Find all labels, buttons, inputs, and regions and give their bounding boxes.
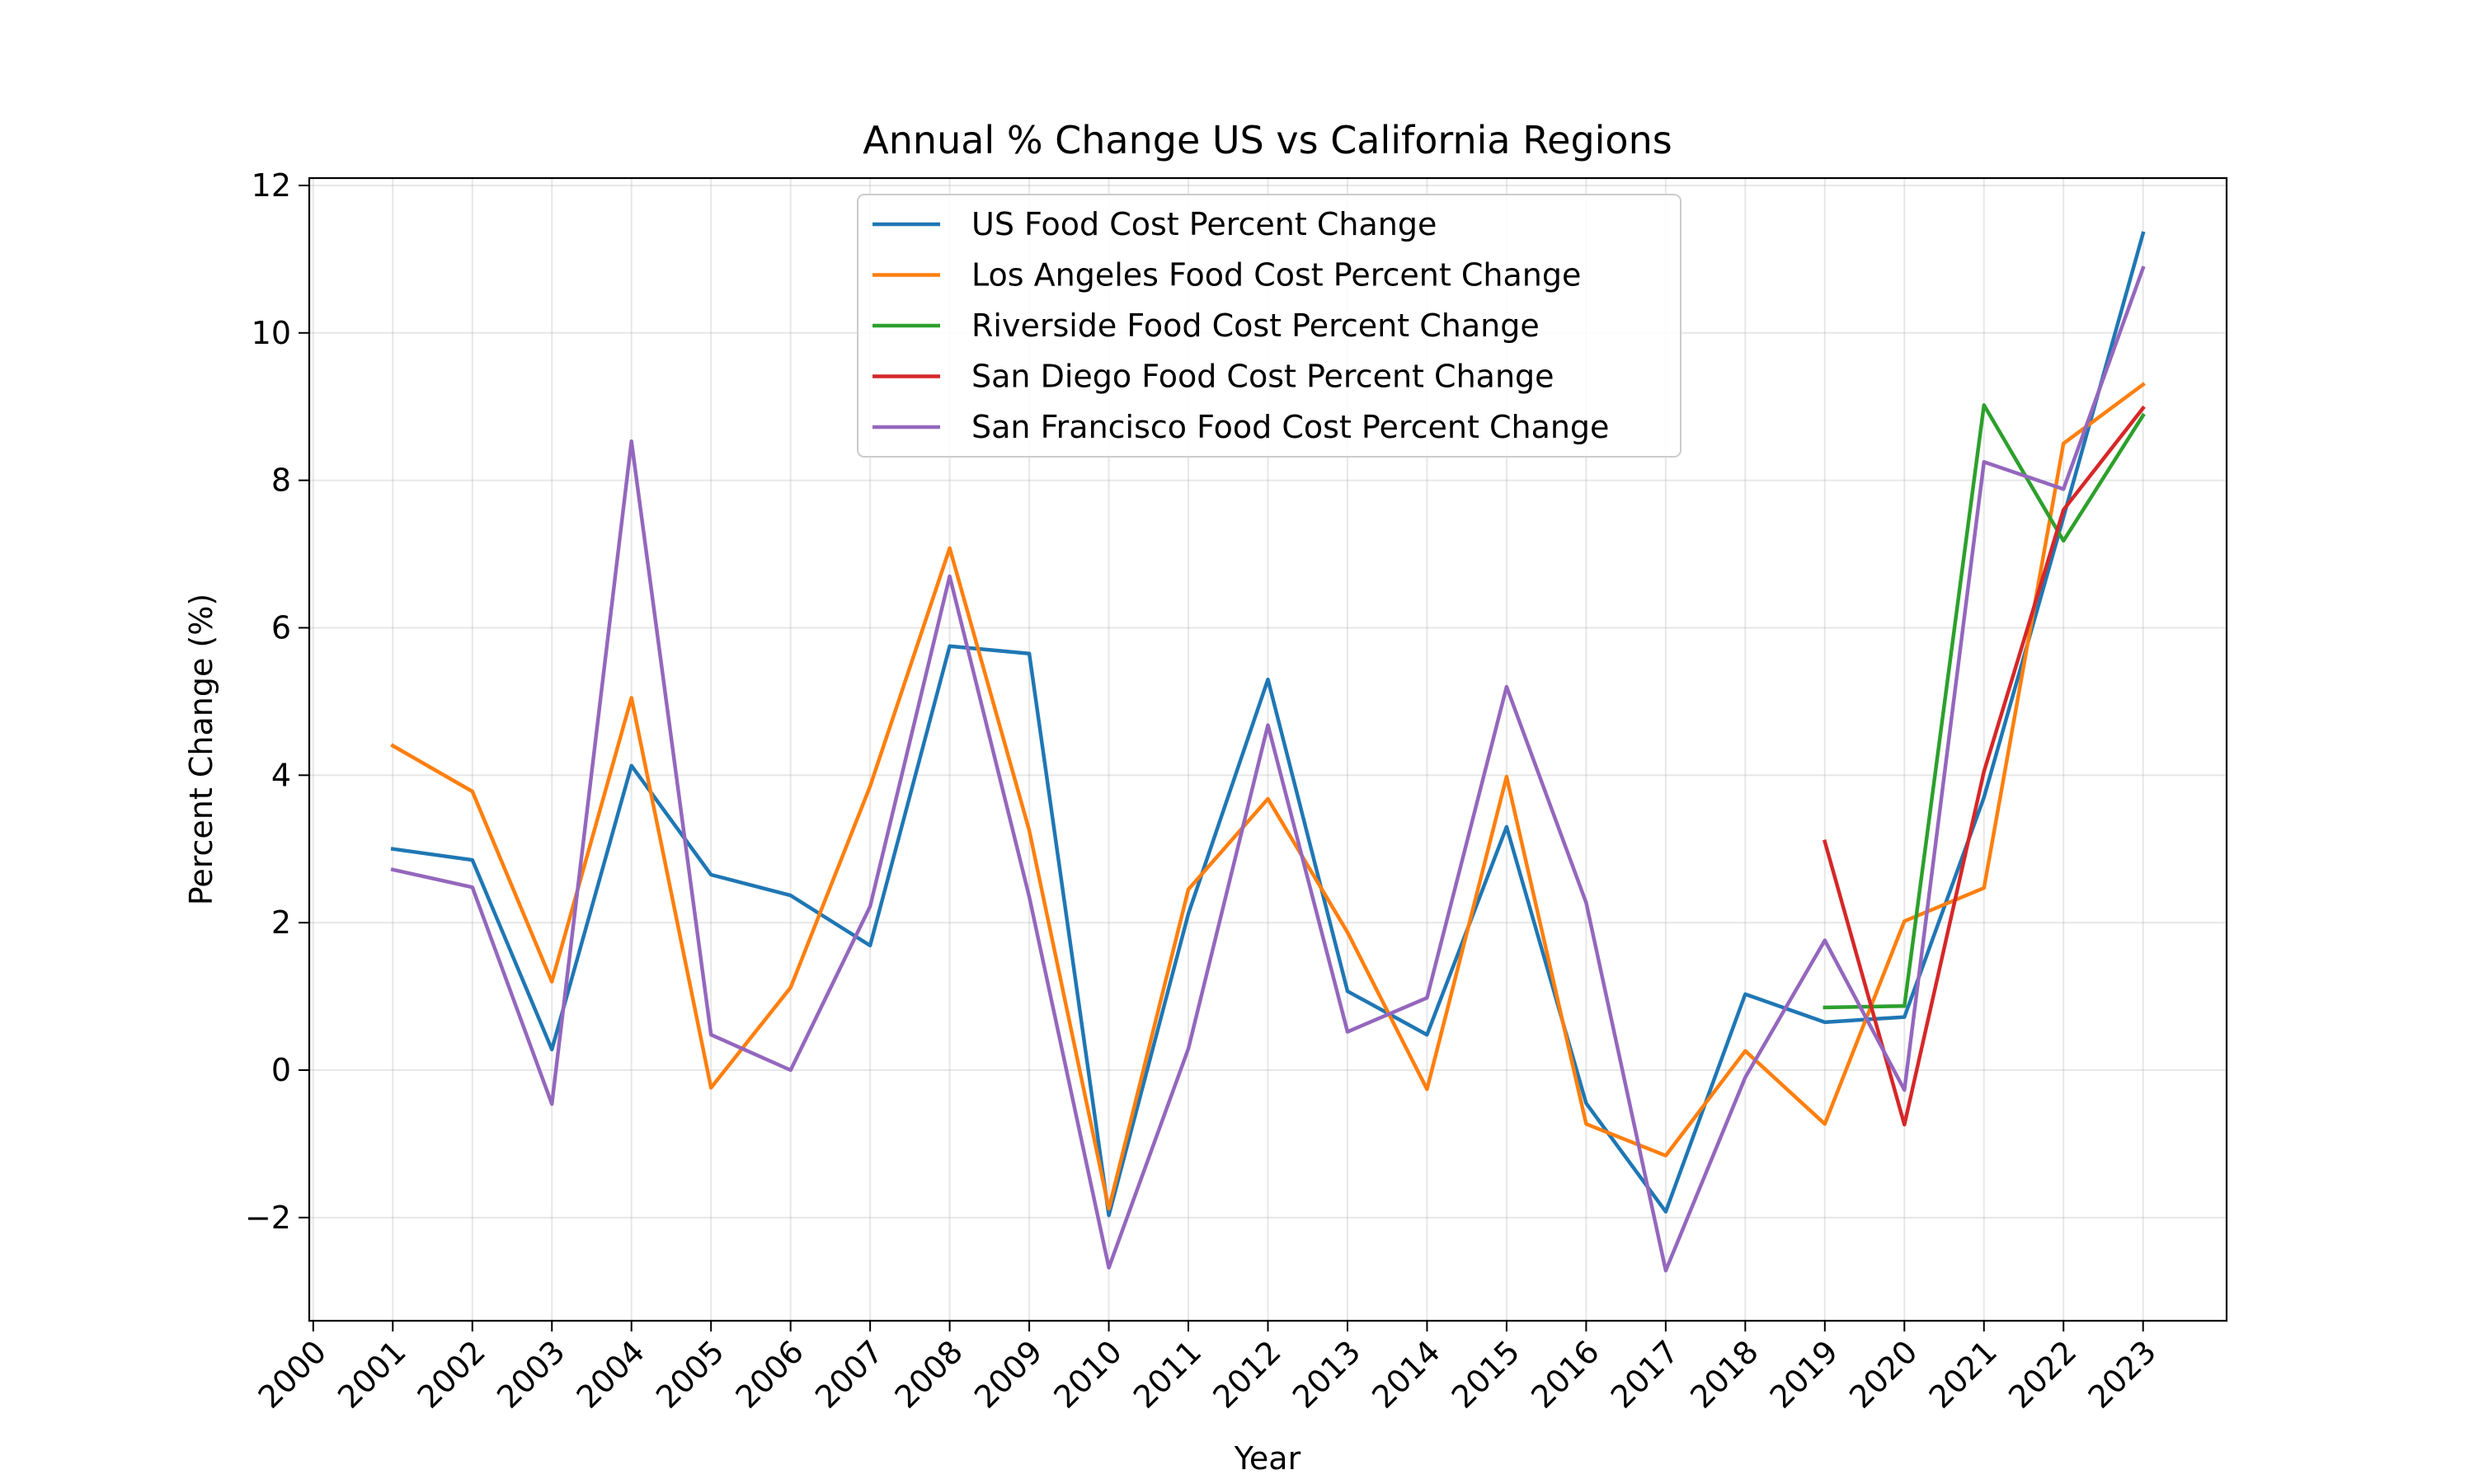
series-line-3 xyxy=(1823,403,2146,1010)
legend-label: US Food Cost Percent Change xyxy=(971,206,1437,242)
series-line-5 xyxy=(390,265,2146,1273)
y-axis-label: Percent Change (%) xyxy=(183,594,219,905)
y-tick-label: −2 xyxy=(245,1200,291,1236)
series-line-2 xyxy=(390,382,2146,1211)
series-line-4 xyxy=(1823,405,2146,1127)
legend-label: Riverside Food Cost Percent Change xyxy=(971,308,1540,344)
plot-frame xyxy=(308,176,2228,1322)
y-tick-label: 8 xyxy=(271,463,291,499)
y-tick-label: 2 xyxy=(271,904,291,941)
grid xyxy=(309,178,2227,1321)
series-lines xyxy=(390,231,2146,1273)
y-tick-label: 4 xyxy=(271,757,291,793)
x-axis-label: Year xyxy=(1234,1440,1301,1477)
y-tick-label: 6 xyxy=(271,609,291,646)
y-tick-label: 0 xyxy=(271,1052,291,1088)
legend-label: San Diego Food Cost Percent Change xyxy=(971,359,1554,395)
legend-label: Los Angeles Food Cost Percent Change xyxy=(971,257,1581,294)
chart-title: Annual % Change US vs California Regions xyxy=(863,118,1672,162)
y-tick-label: 12 xyxy=(252,167,291,204)
y-tick-label: 10 xyxy=(252,315,291,351)
legend-label: San Francisco Food Cost Percent Change xyxy=(971,409,1609,445)
legend: US Food Cost Percent Change Los Angeles F… xyxy=(857,194,1681,458)
legend-box xyxy=(857,194,1681,458)
